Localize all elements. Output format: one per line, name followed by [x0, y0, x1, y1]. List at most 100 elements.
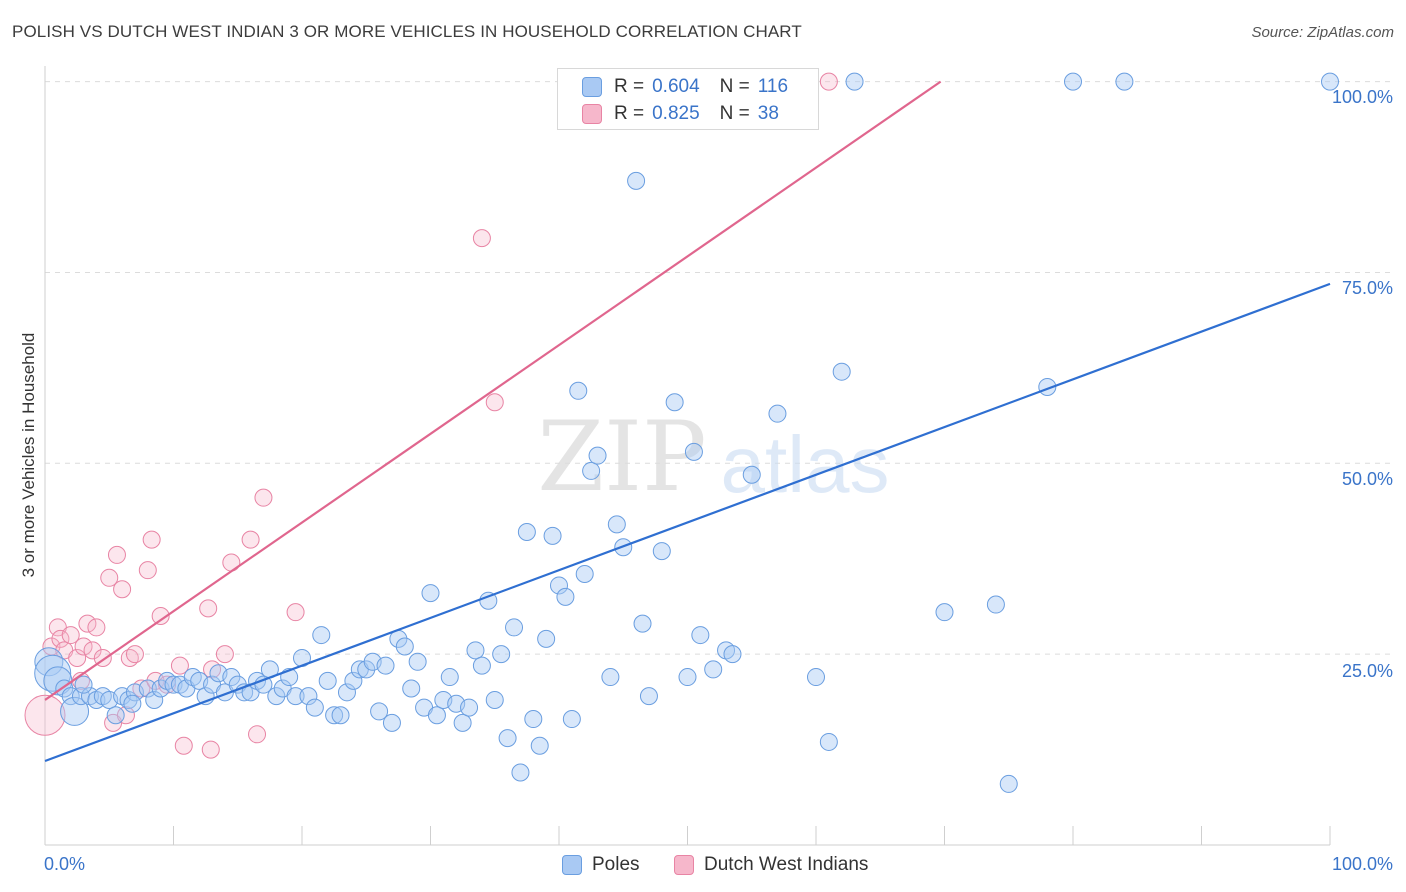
poles-point [331, 706, 350, 725]
legend-row-poles: R = 0.604 N = 116 [582, 74, 788, 100]
poles-point [845, 72, 864, 91]
legend-row-dwi: R = 0.825 N = 38 [582, 101, 779, 127]
dwi-point [215, 645, 234, 664]
dwi-trend-line [44, 80, 942, 701]
poles-point [492, 645, 511, 664]
poles-point [569, 381, 588, 400]
poles-point [34, 647, 64, 677]
dwi-point [174, 736, 193, 755]
poles-point [505, 618, 524, 637]
dwi-point [170, 656, 189, 675]
source-label: Source: ZipAtlas.com [1251, 24, 1394, 41]
poles-point [286, 687, 305, 706]
legend-label-dwi: Dutch West Indians [704, 854, 869, 875]
dwi-point [78, 614, 97, 633]
poles-point [305, 698, 324, 717]
poles-point [472, 656, 491, 675]
dwi-point [51, 629, 70, 648]
dwi-point [485, 393, 504, 412]
legend-item-poles[interactable]: Poles [562, 851, 640, 879]
x-tick-label-max: 100.0% [1332, 854, 1393, 874]
legend-item-dwi[interactable]: Dutch West Indians [674, 851, 868, 879]
legend-swatch-poles [562, 855, 582, 875]
watermark: ZIP atlas [537, 401, 889, 513]
poles-point [145, 690, 164, 709]
y-tick-label: 100.0% [1332, 87, 1393, 107]
poles-point [704, 660, 723, 679]
series-legend: Poles Dutch West Indians [0, 851, 1406, 879]
poles-point [466, 641, 485, 660]
dwi-point [125, 645, 144, 664]
poles-point [1064, 72, 1082, 91]
y-axis-label: 3 or more Vehicles in Household [19, 333, 38, 578]
dwi-point [87, 618, 106, 637]
poles-point [337, 683, 356, 702]
legend-n-value: 116 [757, 76, 789, 97]
poles-point [1321, 72, 1339, 91]
trend-lines [44, 80, 1331, 763]
dwi-point [113, 580, 132, 599]
poles-point [819, 732, 838, 751]
poles-point [74, 675, 93, 694]
poles-point [550, 576, 568, 595]
poles-point [537, 629, 556, 648]
poles-point [575, 564, 594, 583]
legend-swatch-dwi [582, 104, 602, 124]
poles-point [299, 687, 318, 706]
dwi-point [83, 641, 102, 660]
poles-point [498, 729, 517, 748]
poles-point [588, 446, 607, 465]
poles-point [935, 603, 954, 622]
poles-point [106, 706, 125, 725]
poles-point [684, 442, 703, 461]
poles-point [832, 362, 851, 381]
tick-labels: 25.0% 50.0% 75.0% 100.0% 0.0% 100.0% [44, 87, 1393, 874]
poles-point [691, 626, 710, 645]
poles-point [556, 587, 575, 606]
legend-r-label: R = [614, 76, 645, 97]
dwi-point [151, 606, 170, 625]
poles-point [402, 679, 421, 698]
dwi-point [254, 488, 273, 507]
legend-swatch-dwi [674, 855, 694, 875]
dwi-point [199, 599, 218, 618]
poles-point [370, 702, 389, 721]
dwi-point [248, 725, 267, 744]
dwi-point [142, 530, 161, 549]
dwi-point [241, 530, 260, 549]
dwi-point [472, 229, 491, 248]
legend-label-poles: Poles [592, 854, 640, 875]
poles-point [318, 671, 337, 690]
dwi-point [107, 545, 126, 564]
poles-point [138, 679, 157, 698]
poles-point [999, 774, 1018, 793]
series-poles [34, 72, 1339, 793]
poles-point [768, 404, 787, 423]
dwi-point [286, 603, 305, 622]
poles-point [582, 461, 601, 480]
poles-point [517, 523, 536, 542]
legend-n-label: N = [719, 76, 750, 97]
correlation-legend: R = 0.604 N = 116 R = 0.825 N = 38 [557, 68, 819, 130]
poles-point [639, 687, 658, 706]
dwi-point [100, 568, 119, 587]
poles-point [678, 668, 697, 687]
y-tick-label: 75.0% [1342, 278, 1393, 298]
poles-point [601, 668, 620, 687]
poles-point [627, 171, 646, 190]
legend-r-value: 0.825 [652, 103, 700, 124]
legend-r-label: R = [614, 103, 645, 124]
chart-title: POLISH VS DUTCH WEST INDIAN 3 OR MORE VE… [12, 22, 802, 41]
x-tick-label-min: 0.0% [44, 854, 85, 874]
poles-point [267, 687, 286, 706]
poles-trend-line [44, 282, 1331, 763]
dwi-point [24, 694, 66, 736]
dwi-point [138, 561, 157, 580]
poles-point [807, 668, 825, 687]
poles-point [524, 710, 543, 729]
poles-point [440, 668, 459, 687]
poles-point [543, 526, 562, 545]
poles-point [376, 656, 395, 675]
poles-point [312, 626, 331, 645]
